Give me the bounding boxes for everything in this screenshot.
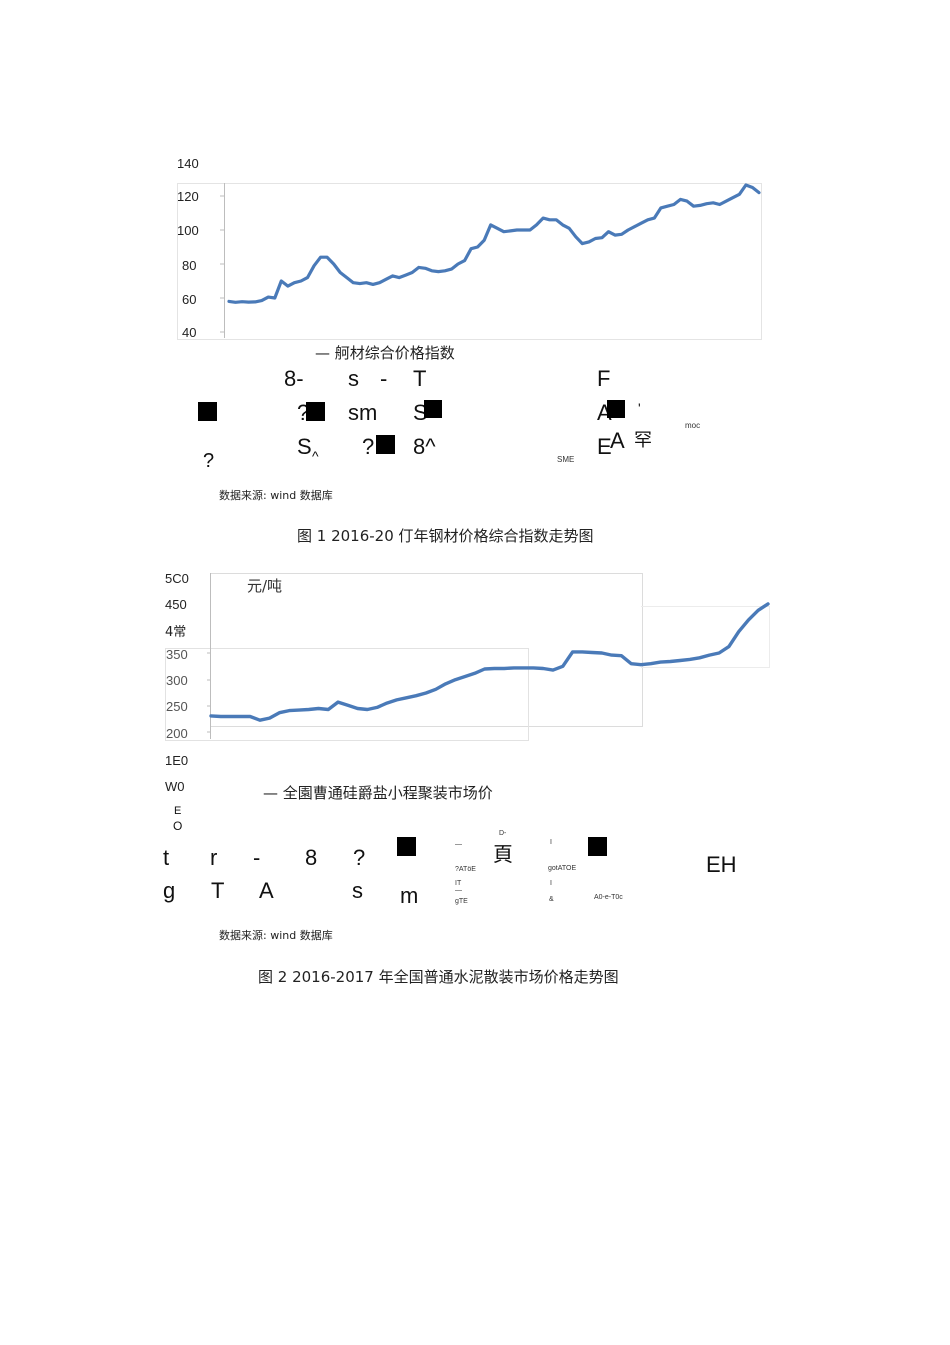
artifact-text: 8^ <box>413 434 436 459</box>
artifact-text: ^ <box>312 448 319 464</box>
chart1-plot-frame <box>177 183 762 340</box>
artifact-text: ?ATöE <box>455 866 476 873</box>
chart1-legend: — 舸材综合价格指数 <box>315 344 455 362</box>
artifact-text: 罕 <box>634 430 652 451</box>
artifact-text: T <box>413 366 427 391</box>
artifact-text: gotATOE <box>548 865 577 872</box>
chart1-y-tick-60: 60 <box>182 292 197 307</box>
artifact-text: ? <box>362 434 375 459</box>
chart2-legend: — 全園曹通硅爵盐小程聚装市场价 <box>263 784 493 802</box>
chart2-y-tick: 450 <box>165 597 187 612</box>
chart2-y-tick: 5C0 <box>165 571 189 586</box>
chart2-frame-left <box>165 648 529 741</box>
artifact-text: A0-e-T0c <box>594 894 623 901</box>
artifact-text: — <box>455 887 462 894</box>
artifact-text: m <box>400 883 419 908</box>
artifact-text: g <box>163 878 176 903</box>
chart2-frame-right <box>641 606 770 668</box>
artifact-text: I <box>550 839 552 846</box>
artifact-text: 8 <box>305 845 318 870</box>
artifact-text: S <box>297 434 312 459</box>
chart2-unit-label: 元/吨 <box>247 577 283 595</box>
artifact-block <box>607 400 625 418</box>
artifact-text: gTE <box>455 898 468 905</box>
artifact-text: r <box>210 845 218 870</box>
artifact-block <box>376 435 395 454</box>
chart2-y-tick: 200 <box>166 726 188 741</box>
chart1-y-axis-line <box>224 183 225 338</box>
artifact-text: A <box>259 878 274 903</box>
artifact-text: - <box>380 366 388 391</box>
chart2-line <box>207 602 770 733</box>
figure-caption: 图 1 2016-20 仃年钢材价格综合指数走势图 <box>297 527 594 545</box>
chart1-y-tick-120: 120 <box>177 189 199 204</box>
artifact-text: ? <box>353 845 366 870</box>
artifact-text: D- <box>499 830 507 837</box>
artifact-text: 頁 <box>493 842 513 866</box>
artifact-block <box>306 402 325 421</box>
figure-caption: 图 2 2016-2017 年全国普通水泥散装市场价格走势图 <box>258 968 619 986</box>
artifact-text: t <box>163 845 170 870</box>
chart2-y-tick: 350 <box>166 647 188 662</box>
chart2-y-tick: 4常 <box>165 625 187 640</box>
artifact-text: moc <box>685 421 701 430</box>
artifact-text: E <box>597 434 612 459</box>
chart1-y-tick-140: 140 <box>177 156 199 171</box>
chart1-y-tick-40: 40 <box>182 325 197 340</box>
artifact-block <box>424 400 442 418</box>
artifact-text: ' <box>638 400 641 416</box>
artifact-text: F <box>597 366 611 391</box>
artifact-text: I <box>550 880 552 887</box>
artifact-block <box>397 837 416 856</box>
artifact-text: s <box>348 366 359 391</box>
artifact-text: EH <box>706 852 737 877</box>
data-source-note: 数据来源: wind 数据库 <box>219 489 333 502</box>
chart1-y-tick-100: 100 <box>177 223 199 238</box>
chart2-y-tick: E <box>174 805 182 817</box>
artifact-text: IT <box>455 880 462 887</box>
artifact-text: — <box>455 841 462 848</box>
artifact-text: sm <box>348 400 378 425</box>
artifact-text: A <box>610 428 625 453</box>
artifact-block <box>198 402 217 421</box>
chart2-y-tick: 250 <box>166 699 188 714</box>
artifact-text: s <box>352 878 363 903</box>
artifact-text: 8- <box>284 366 304 391</box>
chart2-y-tick: O <box>173 819 183 833</box>
chart1-line <box>220 183 761 333</box>
artifact-text: - <box>253 845 261 870</box>
artifact-text: T <box>211 878 225 903</box>
artifact-text: & <box>549 896 554 903</box>
chart1-y-tick-80: 80 <box>182 258 197 273</box>
chart2-y-axis-line <box>210 573 211 739</box>
data-source-note: 数据来源: wind 数据库 <box>219 929 333 942</box>
chart2-y-tick: 300 <box>166 673 188 688</box>
chart2-y-tick: 1E0 <box>165 753 189 768</box>
artifact-text: ? <box>203 450 215 472</box>
chart2-y-tick: W0 <box>165 779 185 794</box>
artifact-text: SME <box>557 455 575 464</box>
artifact-block <box>588 837 607 856</box>
